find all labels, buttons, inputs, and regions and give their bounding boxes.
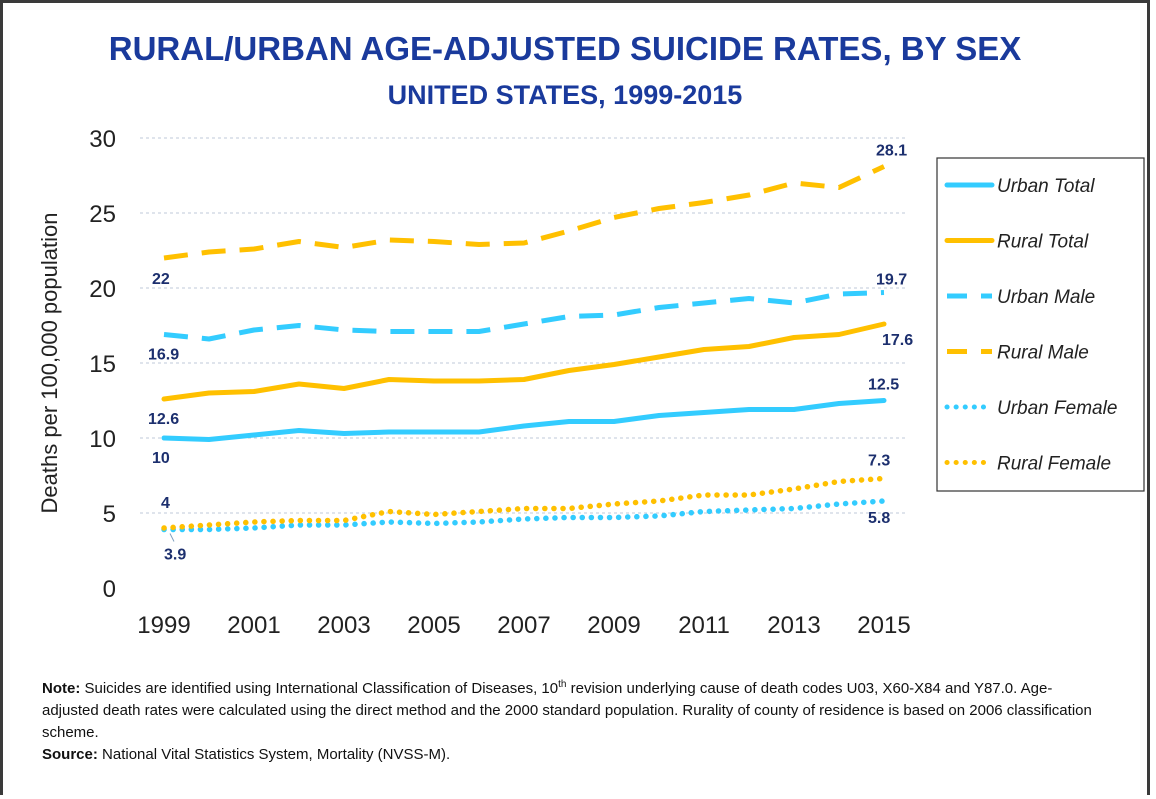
y-tick-label: 5 (103, 501, 116, 528)
legend-box (936, 157, 1145, 492)
y-tick-label: 25 (89, 201, 116, 228)
y-axis-label: Deaths per 100,000 population (37, 213, 62, 514)
data-label-first-urban-male: 16.9 (148, 347, 179, 364)
x-tick-label: 2015 (857, 612, 910, 639)
legend-label: Urban Male (997, 287, 1095, 308)
series-line-rural-male (163, 164, 886, 261)
note-text-a: Suicides are identified using Internatio… (80, 680, 559, 697)
series-line-rural-female (161, 475, 887, 531)
y-tick-label: 15 (89, 351, 116, 378)
note-label: Note: (42, 680, 81, 697)
data-label-first-rural-total: 12.6 (148, 411, 179, 428)
series-line-urban-male (163, 290, 885, 342)
y-tick-label: 10 (89, 426, 116, 453)
data-label-first-rural-female: 4 (161, 495, 170, 512)
series-line-rural-total (161, 321, 887, 402)
x-tick-label: 2013 (767, 612, 820, 639)
series-line-urban-total (161, 398, 887, 442)
y-tick-label: 20 (89, 276, 116, 303)
series-line-urban-female (161, 498, 887, 533)
source-label: Source: (42, 746, 98, 763)
note-text-b: revision underlying cause of death codes… (42, 680, 1092, 741)
chart-note: Note: Suicides are identified using Inte… (42, 678, 1102, 766)
legend-label: Rural Total (997, 232, 1089, 253)
x-tick-label: 1999 (137, 612, 190, 639)
data-label-last-rural-male: 28.1 (876, 143, 907, 160)
data-label-last-rural-female: 7.3 (868, 453, 890, 470)
x-tick-label: 2001 (227, 612, 280, 639)
data-label-first-urban-total: 10 (152, 450, 170, 467)
legend-label: Rural Female (997, 454, 1111, 475)
chart-subtitle: UNITED STATES, 1999-2015 (387, 80, 743, 110)
legend-label: Urban Female (997, 398, 1117, 419)
x-tick-label: 2005 (407, 612, 460, 639)
data-label-first-rural-male: 22 (152, 271, 170, 288)
y-tick-label: 0 (103, 576, 116, 603)
line-chart: 0 5 10 15 20 25 30 1999 2001 2003 2005 2007 2009 2011… (37, 126, 1145, 639)
chart-title: RURAL/URBAN AGE-ADJUSTED SUICIDE RATES, … (108, 30, 1022, 67)
data-label-leader-line (169, 533, 175, 542)
data-label-first-urban-female: 3.9 (164, 547, 186, 564)
x-tick-label: 2007 (497, 612, 550, 639)
y-tick-label: 30 (89, 126, 116, 153)
legend-label: Urban Total (997, 176, 1095, 197)
x-tick-label: 2011 (678, 612, 730, 639)
data-label-last-urban-female: 5.8 (868, 510, 890, 527)
data-label-last-urban-male: 19.7 (876, 272, 907, 289)
source-text: National Vital Statistics System, Mortal… (97, 746, 451, 763)
note-superscript: th (558, 679, 567, 690)
data-label-last-rural-total: 17.6 (882, 332, 913, 349)
data-label-last-urban-total: 12.5 (868, 377, 899, 394)
x-tick-label: 2009 (587, 612, 640, 639)
legend-label: Rural Male (997, 343, 1089, 364)
x-tick-label: 2003 (317, 612, 370, 639)
